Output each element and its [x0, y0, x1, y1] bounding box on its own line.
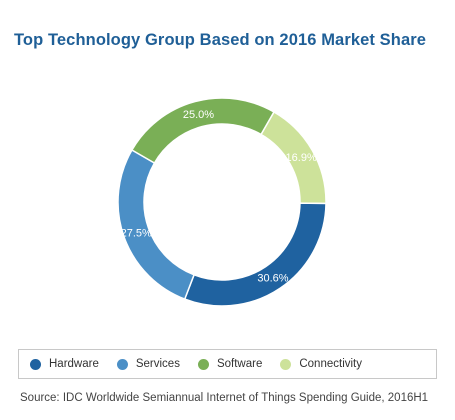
chart-title: Top Technology Group Based on 2016 Marke…: [13, 31, 427, 49]
chart-legend: Hardware Services Software Connectivity: [18, 349, 437, 379]
legend-item-services[interactable]: Services: [116, 358, 180, 370]
slice-label-connectivity: 16.9%: [286, 152, 317, 164]
legend-item-software[interactable]: Software: [197, 358, 263, 370]
legend-label-connectivity: Connectivity: [299, 358, 362, 370]
legend-label-hardware: Hardware: [49, 358, 99, 370]
legend-marker-services: [116, 358, 128, 370]
legend-label-services: Services: [135, 358, 180, 370]
donut-slice-software[interactable]: [130, 97, 276, 165]
donut-chart: 16.9% 30.6% 27.5% 25.0%: [117, 97, 327, 307]
legend-marker-connectivity: [280, 358, 292, 370]
legend-marker-hardware: [30, 358, 41, 370]
source-note: Source: IDC Worldwide Semiannual Interne…: [20, 392, 429, 404]
donut-slice-hardware[interactable]: [183, 202, 327, 307]
legend-marker-software: [197, 358, 209, 370]
legend-label-software: Software: [216, 358, 263, 370]
slice-label-services: 27.5%: [121, 227, 152, 239]
slice-label-software: 25.0%: [183, 109, 214, 121]
donut-slice-services[interactable]: [117, 148, 196, 301]
legend-item-connectivity[interactable]: Connectivity: [280, 358, 362, 370]
slice-label-hardware: 30.6%: [257, 272, 288, 284]
legend-item-hardware[interactable]: Hardware: [30, 358, 99, 370]
